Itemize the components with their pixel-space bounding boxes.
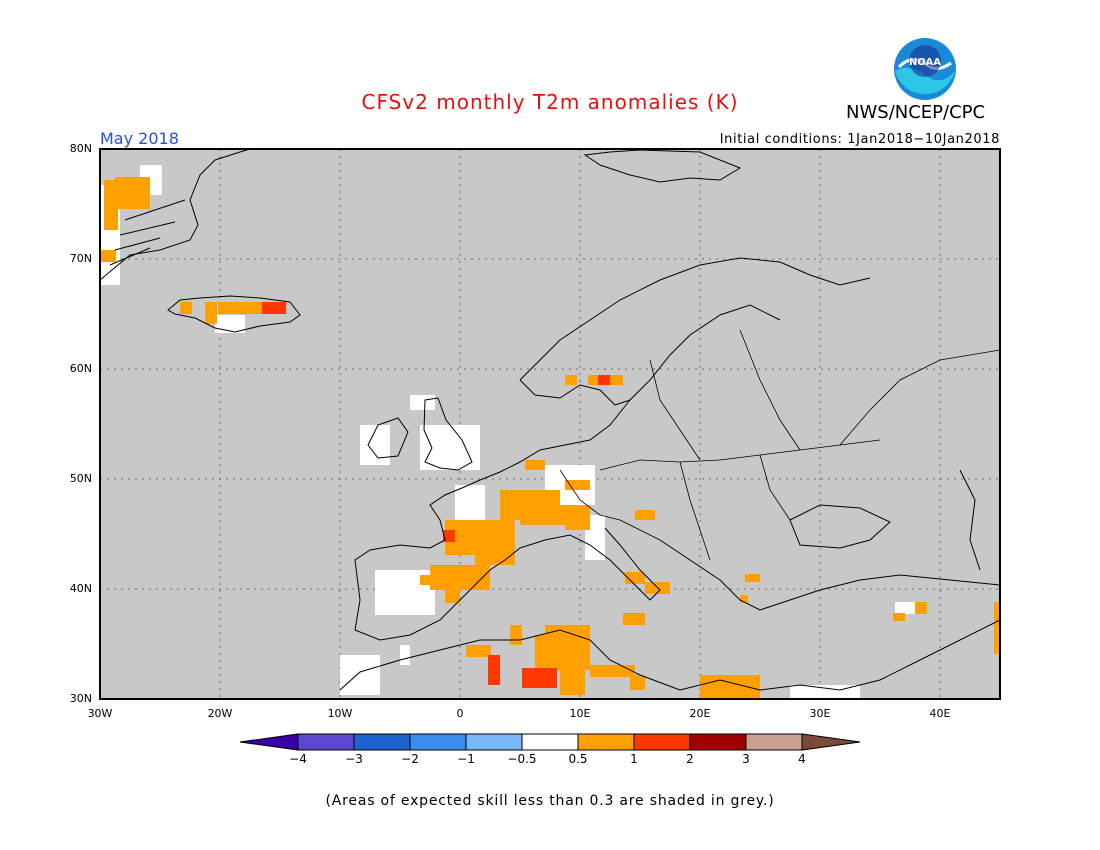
colorbar-label: 1 [630,752,638,766]
lat-label-60n: 60N [69,362,92,375]
footnote: (Areas of expected skill less than 0.3 a… [325,793,775,809]
lon-label-20w: 20W [207,707,233,720]
initial-conditions-label: Initial conditions: 1Jan2018−10Jan2018 [719,132,1000,147]
map-gridlines [100,149,1000,699]
map-frame [99,148,1001,700]
lat-label-50n: 50N [69,472,92,485]
month-label: May 2018 [100,129,179,148]
lon-label-30e: 30E [809,707,831,720]
map-background [100,149,1000,699]
colorbar-cell [465,733,523,751]
colorbar-label: −3 [345,752,363,766]
lon-label-0: 0 [456,707,464,720]
lon-label-10w: 10W [327,707,353,720]
colorbar-cell [521,733,579,751]
colorbar-label: −2 [401,752,419,766]
lon-label-30w: 30W [87,707,113,720]
colorbar-cell [689,733,747,751]
colorbar-cell [353,733,411,751]
colorbar-cell [745,733,803,751]
hot-anomaly-cells [262,302,610,688]
noaa-logo-icon: NOAA [894,38,956,100]
colorbar-cell [801,733,861,751]
colorbar-cell [297,733,355,751]
lon-label-40e: 40E [929,707,951,720]
colorbar-cell [409,733,467,751]
warm-anomaly-cells [100,177,1000,699]
anomaly-map [99,148,1001,700]
colorbar-label: 3 [742,752,750,766]
lat-label-40n: 40N [69,582,92,595]
colorbar-label: −0.5 [507,752,537,766]
colorbar-label: 0.5 [568,752,588,766]
colorbar-cell [239,733,299,751]
lon-label-20e: 20E [689,707,711,720]
colorbar-cell [577,733,635,751]
lat-label-30n: 30N [69,692,92,705]
lat-label-70n: 70N [69,252,92,265]
colorbar-label: 4 [798,752,806,766]
chart-title: CFSv2 monthly T2m anomalies (K) [361,90,739,114]
colorbar [239,733,861,751]
colorbar-label: −1 [457,752,475,766]
colorbar-cell [633,733,691,751]
coastlines [99,148,1001,691]
lon-label-10e: 10E [569,707,591,720]
colorbar-label: −4 [289,752,307,766]
lat-label-80n: 80N [69,142,92,155]
colorbar-label: 2 [686,752,694,766]
agency-label: NWS/NCEP/CPC [846,102,986,123]
logo-text: NOAA [909,57,941,68]
